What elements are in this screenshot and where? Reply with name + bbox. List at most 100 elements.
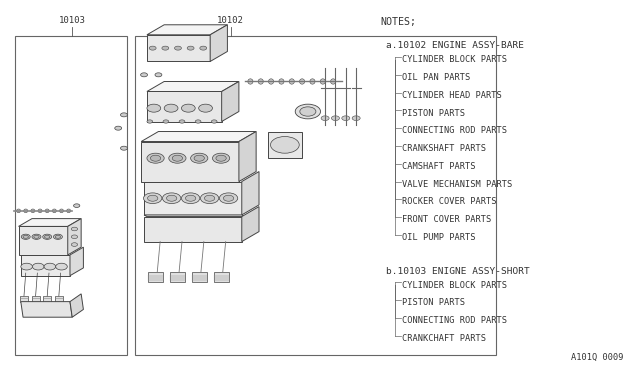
- Ellipse shape: [52, 209, 56, 213]
- Circle shape: [45, 235, 50, 238]
- Polygon shape: [242, 206, 259, 241]
- Text: 10102: 10102: [217, 16, 244, 25]
- Polygon shape: [70, 247, 83, 276]
- Circle shape: [71, 243, 77, 246]
- Circle shape: [163, 120, 169, 123]
- Bar: [148, 272, 163, 282]
- Text: PISTON PARTS: PISTON PARTS: [402, 298, 465, 307]
- Circle shape: [33, 263, 44, 270]
- Text: a.10102 ENGINE ASSY-BARE: a.10102 ENGINE ASSY-BARE: [386, 41, 524, 51]
- Ellipse shape: [24, 209, 28, 213]
- Circle shape: [223, 195, 234, 201]
- Polygon shape: [21, 302, 72, 317]
- Polygon shape: [147, 35, 210, 61]
- Circle shape: [216, 155, 227, 161]
- Circle shape: [332, 116, 339, 121]
- Text: A101Q 0009: A101Q 0009: [571, 353, 623, 362]
- Ellipse shape: [45, 209, 49, 213]
- Polygon shape: [210, 25, 227, 61]
- Circle shape: [164, 104, 178, 112]
- Bar: [192, 272, 207, 282]
- Polygon shape: [21, 255, 70, 276]
- Circle shape: [155, 73, 162, 77]
- Text: 10103: 10103: [59, 16, 86, 25]
- Circle shape: [200, 46, 207, 50]
- Circle shape: [195, 120, 201, 123]
- Text: OIL PAN PARTS: OIL PAN PARTS: [402, 73, 470, 82]
- Polygon shape: [268, 132, 302, 158]
- Ellipse shape: [38, 209, 42, 213]
- Text: CAMSHAFT PARTS: CAMSHAFT PARTS: [402, 162, 476, 171]
- Polygon shape: [239, 132, 256, 182]
- Circle shape: [147, 104, 161, 112]
- Circle shape: [191, 153, 208, 163]
- Circle shape: [342, 116, 350, 121]
- Ellipse shape: [320, 79, 325, 84]
- Text: CONNECTING ROD PARTS: CONNECTING ROD PARTS: [402, 316, 507, 325]
- Bar: [135, 36, 495, 355]
- Circle shape: [179, 120, 185, 123]
- Circle shape: [71, 227, 77, 231]
- Polygon shape: [141, 132, 256, 141]
- Circle shape: [172, 155, 182, 161]
- Circle shape: [169, 153, 186, 163]
- Circle shape: [43, 234, 52, 239]
- Circle shape: [200, 193, 219, 203]
- Circle shape: [212, 153, 230, 163]
- Polygon shape: [242, 171, 259, 215]
- Bar: [31, 296, 40, 302]
- Ellipse shape: [60, 209, 63, 213]
- Circle shape: [21, 263, 33, 270]
- Circle shape: [204, 195, 215, 201]
- Text: CYLINDER BLOCK PARTS: CYLINDER BLOCK PARTS: [402, 55, 507, 64]
- Polygon shape: [147, 81, 239, 92]
- Circle shape: [34, 235, 39, 238]
- Circle shape: [21, 234, 30, 239]
- Ellipse shape: [289, 79, 294, 84]
- Polygon shape: [221, 81, 239, 122]
- Polygon shape: [19, 227, 68, 255]
- Text: b.10103 ENIGNE ASSY-SHORT: b.10103 ENIGNE ASSY-SHORT: [386, 267, 529, 276]
- Polygon shape: [144, 182, 242, 215]
- Ellipse shape: [258, 79, 263, 84]
- Circle shape: [352, 116, 360, 121]
- Circle shape: [120, 146, 127, 150]
- Polygon shape: [68, 219, 81, 255]
- Circle shape: [187, 46, 194, 50]
- Circle shape: [175, 46, 181, 50]
- Circle shape: [271, 137, 300, 153]
- Ellipse shape: [331, 79, 336, 84]
- Circle shape: [32, 234, 41, 239]
- Text: OIL PUMP PARTS: OIL PUMP PARTS: [402, 233, 476, 242]
- Ellipse shape: [300, 79, 305, 84]
- Circle shape: [163, 193, 181, 203]
- Text: ROCKER COVER PARTS: ROCKER COVER PARTS: [402, 198, 496, 206]
- Circle shape: [71, 235, 77, 238]
- Ellipse shape: [310, 79, 315, 84]
- Circle shape: [181, 193, 200, 203]
- Text: NOTES;: NOTES;: [381, 17, 417, 28]
- Circle shape: [198, 104, 212, 112]
- Polygon shape: [147, 25, 227, 35]
- Text: VALVE MECHANISM PARTS: VALVE MECHANISM PARTS: [402, 180, 512, 189]
- Ellipse shape: [248, 79, 253, 84]
- Polygon shape: [147, 92, 221, 122]
- Circle shape: [74, 204, 80, 208]
- Bar: [20, 296, 28, 302]
- Circle shape: [143, 193, 162, 203]
- Circle shape: [23, 235, 28, 238]
- Text: PISTON PARTS: PISTON PARTS: [402, 109, 465, 118]
- Circle shape: [115, 126, 122, 130]
- Text: CYLINDER HEAD PARTS: CYLINDER HEAD PARTS: [402, 91, 502, 100]
- Text: CONNECTING ROD PARTS: CONNECTING ROD PARTS: [402, 126, 507, 135]
- Circle shape: [300, 107, 316, 116]
- Ellipse shape: [17, 209, 20, 213]
- Circle shape: [186, 195, 196, 201]
- Bar: [15, 36, 127, 355]
- Bar: [55, 296, 63, 302]
- Circle shape: [54, 234, 62, 239]
- Circle shape: [147, 120, 153, 123]
- Circle shape: [194, 155, 204, 161]
- Ellipse shape: [31, 209, 35, 213]
- Circle shape: [211, 120, 217, 123]
